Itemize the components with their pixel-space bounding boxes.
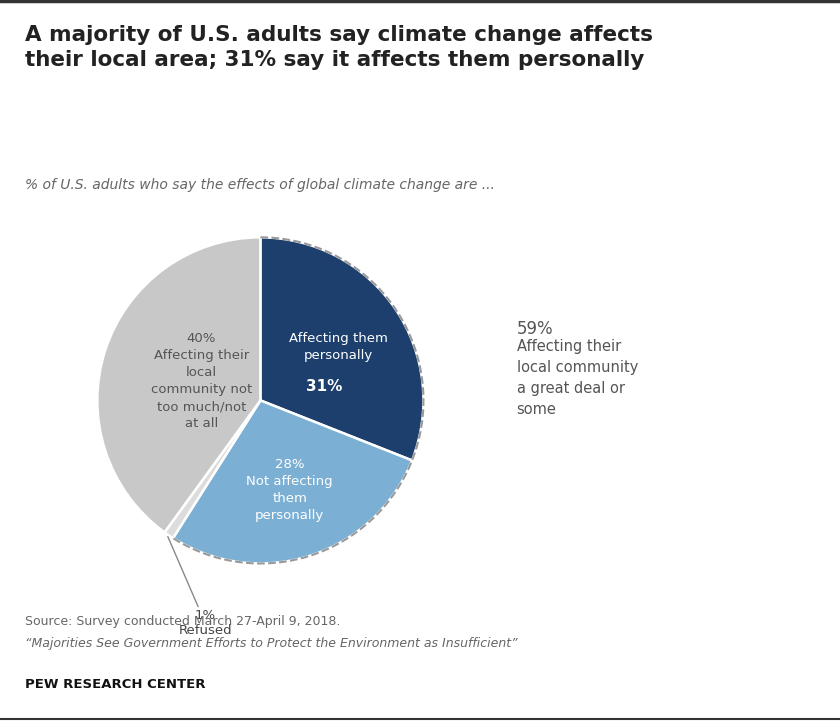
Wedge shape (97, 237, 260, 532)
Text: “Majorities See Government Efforts to Protect the Environment as Insufficient”: “Majorities See Government Efforts to Pr… (25, 637, 517, 650)
Text: 28%
Not affecting
them
personally: 28% Not affecting them personally (246, 459, 333, 523)
Wedge shape (173, 400, 412, 563)
Wedge shape (165, 400, 260, 538)
Text: Affecting their
local community
a great deal or
some: Affecting their local community a great … (517, 339, 638, 416)
Text: 1%
Refused: 1% Refused (168, 537, 232, 638)
Text: 59%: 59% (517, 320, 554, 339)
Text: Source: Survey conducted March 27-April 9, 2018.: Source: Survey conducted March 27-April … (25, 615, 340, 628)
Text: 31%: 31% (307, 379, 343, 394)
Text: 40%
Affecting their
local
community not
too much/not
at all: 40% Affecting their local community not … (151, 332, 252, 430)
Text: Affecting them
personally: Affecting them personally (289, 332, 388, 363)
Text: PEW RESEARCH CENTER: PEW RESEARCH CENTER (25, 678, 206, 692)
Text: A majority of U.S. adults say climate change affects
their local area; 31% say i: A majority of U.S. adults say climate ch… (25, 25, 654, 71)
Text: % of U.S. adults who say the effects of global climate change are ...: % of U.S. adults who say the effects of … (25, 178, 495, 192)
Wedge shape (260, 237, 423, 460)
